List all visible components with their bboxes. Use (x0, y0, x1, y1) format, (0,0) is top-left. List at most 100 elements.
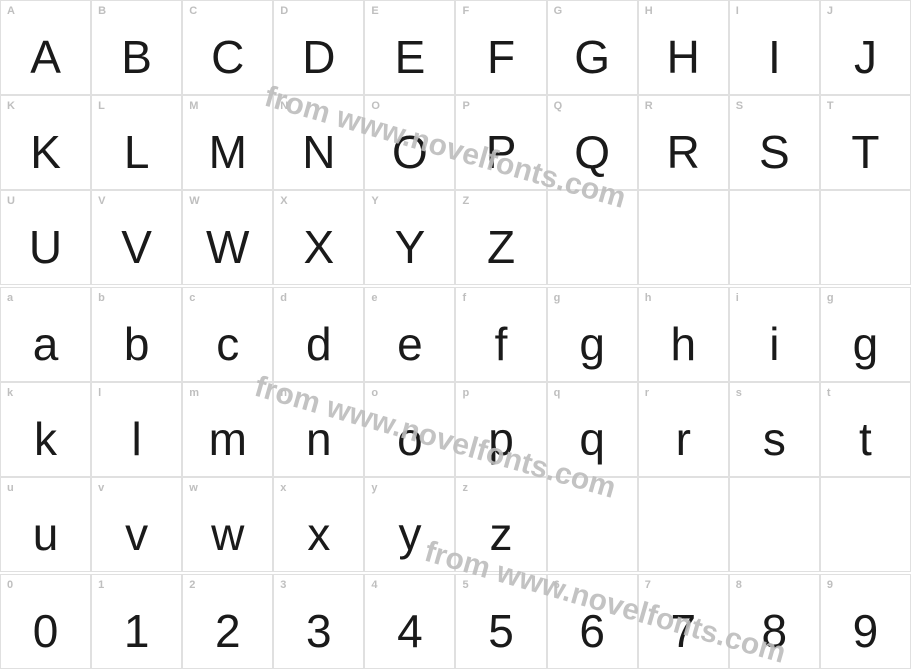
cell-label: G (554, 5, 563, 17)
glyph-cell: ll (91, 382, 182, 477)
cell-label: Y (371, 195, 378, 207)
glyph-cell: 11 (91, 574, 182, 669)
cell-label: m (189, 387, 199, 399)
cell-label: 4 (371, 579, 377, 591)
glyph-cell: gg (547, 287, 638, 382)
glyph-cell: 77 (638, 574, 729, 669)
cell-glyph: 6 (548, 604, 637, 658)
cell-label: 9 (827, 579, 833, 591)
cell-label: z (462, 482, 468, 494)
glyph-cell: gg (820, 287, 911, 382)
cell-glyph: K (1, 125, 90, 179)
glyph-cell: II (729, 0, 820, 95)
glyph-cell: pp (455, 382, 546, 477)
cell-glyph: L (92, 125, 181, 179)
glyph-cell: 44 (364, 574, 455, 669)
glyph-cell: uu (0, 477, 91, 572)
glyph-cell: BB (91, 0, 182, 95)
cell-label: 5 (462, 579, 468, 591)
cell-glyph: n (274, 412, 363, 466)
glyph-cell: oo (364, 382, 455, 477)
glyph-cell: HH (638, 0, 729, 95)
glyph-cell: 55 (455, 574, 546, 669)
glyph-cell: zz (455, 477, 546, 572)
cell-glyph: Z (456, 220, 545, 274)
cell-label: S (736, 100, 743, 112)
glyph-cell: ZZ (455, 190, 546, 285)
cell-glyph: 9 (821, 604, 910, 658)
cell-label: p (462, 387, 469, 399)
glyph-cell: yy (364, 477, 455, 572)
cell-glyph: y (365, 507, 454, 561)
glyph-cell: JJ (820, 0, 911, 95)
cell-label: U (7, 195, 15, 207)
cell-glyph: U (1, 220, 90, 274)
cell-label: a (7, 292, 13, 304)
cell-label: W (189, 195, 199, 207)
glyph-cell: hh (638, 287, 729, 382)
glyph-cell (638, 477, 729, 572)
cell-glyph: l (92, 412, 181, 466)
cell-label: x (280, 482, 286, 494)
glyph-cell: TT (820, 95, 911, 190)
cell-label: A (7, 5, 15, 17)
cell-glyph: 3 (274, 604, 363, 658)
cell-glyph: R (639, 125, 728, 179)
cell-glyph: p (456, 412, 545, 466)
cell-glyph: Q (548, 125, 637, 179)
cell-label: D (280, 5, 288, 17)
glyph-cell: UU (0, 190, 91, 285)
glyph-cell: DD (273, 0, 364, 95)
cell-label: k (7, 387, 13, 399)
cell-label: 6 (554, 579, 560, 591)
cell-label: X (280, 195, 287, 207)
cell-label: f (462, 292, 466, 304)
glyph-cell (638, 190, 729, 285)
glyph-cell: VV (91, 190, 182, 285)
glyph-cell: GG (547, 0, 638, 95)
cell-label: N (280, 100, 288, 112)
glyph-cell (547, 477, 638, 572)
cell-label: t (827, 387, 831, 399)
cell-label: n (280, 387, 287, 399)
cell-label: E (371, 5, 378, 17)
cell-glyph: q (548, 412, 637, 466)
glyph-cell: CC (182, 0, 273, 95)
cell-label: 0 (7, 579, 13, 591)
cell-label: d (280, 292, 287, 304)
glyph-cell: 66 (547, 574, 638, 669)
cell-glyph: B (92, 30, 181, 84)
cell-glyph: S (730, 125, 819, 179)
cell-glyph: W (183, 220, 272, 274)
glyph-cell: rr (638, 382, 729, 477)
glyph-cell: PP (455, 95, 546, 190)
cell-glyph: g (821, 317, 910, 371)
glyph-cell: ii (729, 287, 820, 382)
cell-glyph: X (274, 220, 363, 274)
cell-glyph: M (183, 125, 272, 179)
cell-glyph: Y (365, 220, 454, 274)
cell-glyph: T (821, 125, 910, 179)
cell-glyph: r (639, 412, 728, 466)
cell-glyph: J (821, 30, 910, 84)
cell-label: u (7, 482, 14, 494)
glyph-cell (820, 477, 911, 572)
glyph-cell: SS (729, 95, 820, 190)
glyph-cell: qq (547, 382, 638, 477)
cell-glyph: g (548, 317, 637, 371)
cell-label: 7 (645, 579, 651, 591)
cell-label: e (371, 292, 377, 304)
cell-glyph: P (456, 125, 545, 179)
glyph-cell: FF (455, 0, 546, 95)
glyph-cell: bb (91, 287, 182, 382)
glyph-cell: 00 (0, 574, 91, 669)
cell-glyph: E (365, 30, 454, 84)
cell-glyph: d (274, 317, 363, 371)
cell-glyph: 4 (365, 604, 454, 658)
cell-label: g (827, 292, 834, 304)
cell-glyph: m (183, 412, 272, 466)
cell-glyph: 5 (456, 604, 545, 658)
glyph-cell: EE (364, 0, 455, 95)
glyph-cell: 88 (729, 574, 820, 669)
cell-glyph: x (274, 507, 363, 561)
